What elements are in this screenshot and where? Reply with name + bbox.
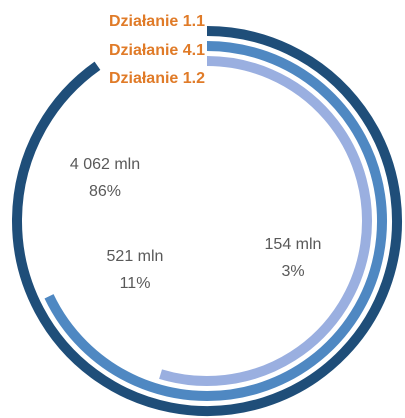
- value-label: 154 mln: [265, 236, 322, 253]
- legend-label: Działanie 1.2: [109, 70, 205, 87]
- value-label: 521 mln: [107, 248, 164, 265]
- percent-label: 11%: [120, 275, 151, 292]
- percent-label: 3%: [281, 263, 304, 280]
- legend-label: Działanie 4.1: [109, 42, 205, 59]
- percent-label: 86%: [89, 183, 121, 200]
- legend-label: Działanie 1.1: [109, 13, 205, 30]
- value-label: 4 062 mln: [70, 156, 140, 173]
- arc: [12, 26, 402, 416]
- arc: [44, 41, 387, 401]
- arc: [159, 56, 372, 386]
